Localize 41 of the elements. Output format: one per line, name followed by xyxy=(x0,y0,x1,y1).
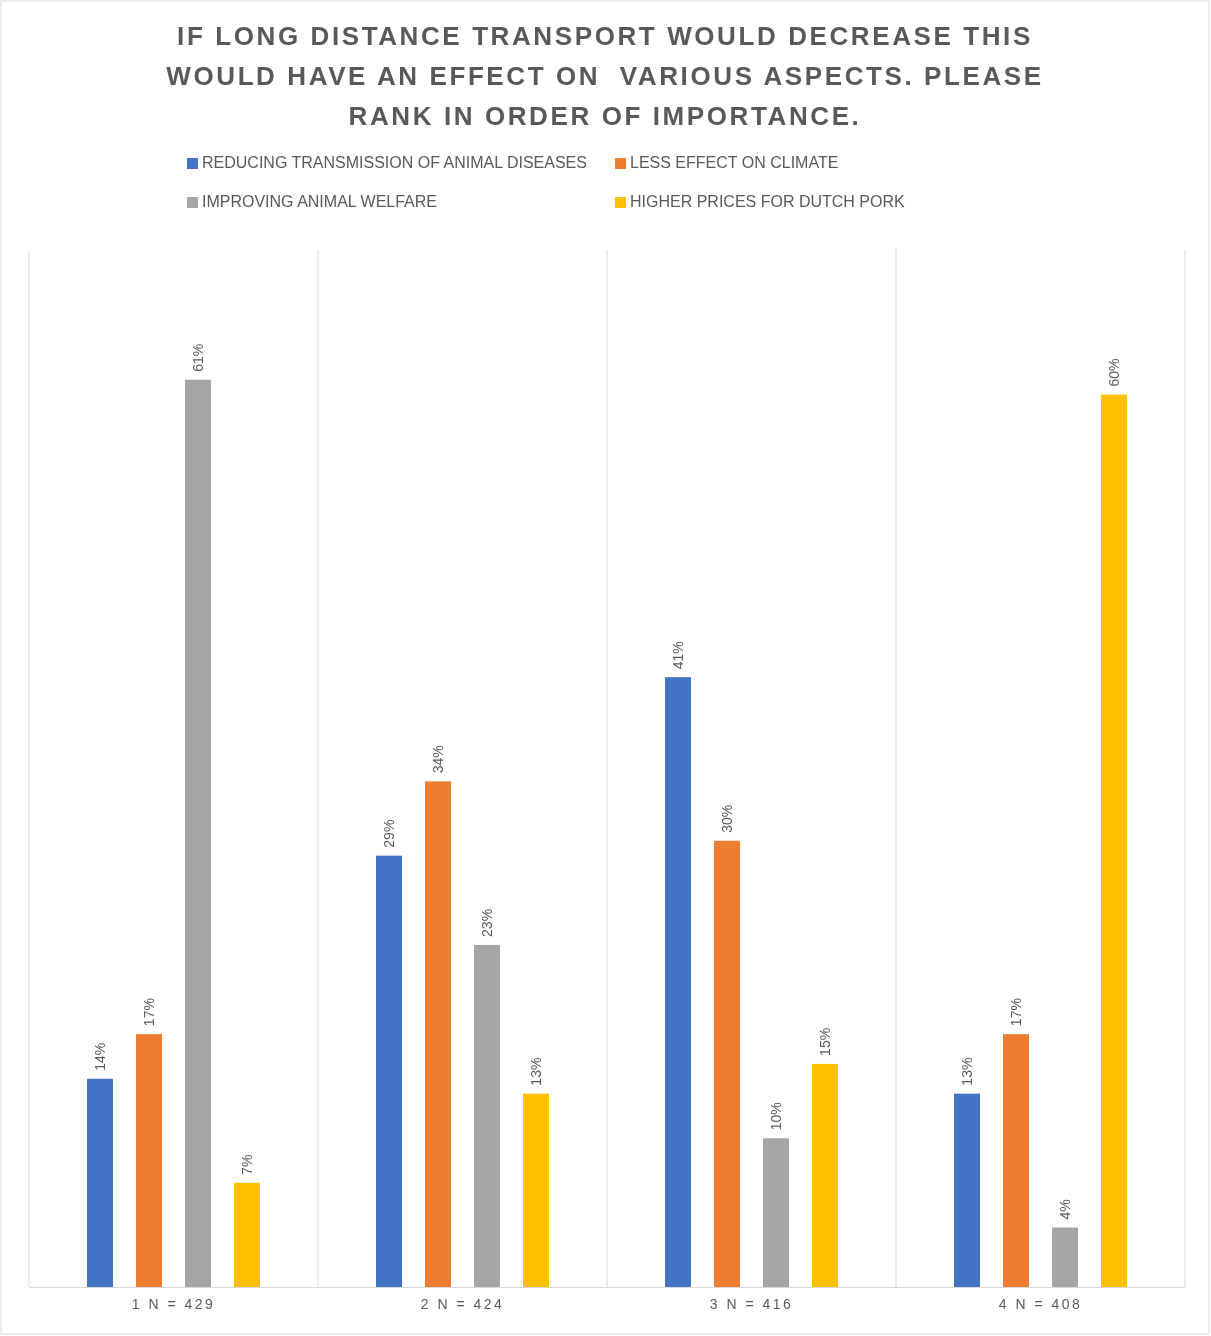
bar xyxy=(234,1182,260,1287)
bar xyxy=(425,781,451,1287)
data-label: 15% xyxy=(817,1027,833,1056)
bar xyxy=(763,1138,789,1287)
bar xyxy=(1003,1034,1029,1287)
data-label: 29% xyxy=(381,819,397,848)
bar xyxy=(954,1093,980,1287)
bar xyxy=(87,1078,113,1287)
data-label: 10% xyxy=(768,1102,784,1131)
data-label: 7% xyxy=(239,1154,255,1175)
chart-title: IF LONG DISTANCE TRANSPORT WOULD DECREASE THIS WOULD HAVE AN EFFECT ON VARIOUS ASPECTS. PLEASE RANK IN ORDER OF IMPORTANCE. xyxy=(166,21,1044,131)
data-label: 23% xyxy=(479,908,495,937)
x-tick-label: 4 N = 408 xyxy=(998,1295,1083,1312)
data-label: 60% xyxy=(1106,358,1122,387)
data-label: 61% xyxy=(190,343,206,372)
data-label: 13% xyxy=(528,1057,544,1086)
bar xyxy=(136,1034,162,1287)
data-label: 17% xyxy=(141,998,157,1027)
bar xyxy=(523,1093,549,1287)
legend-label: REDUCING TRANSMISSION OF ANIMAL DISEASES xyxy=(202,154,587,171)
bar xyxy=(1101,394,1127,1287)
data-label: 17% xyxy=(1008,998,1024,1027)
legend-label: HIGHER PRICES FOR DUTCH PORK xyxy=(630,193,906,210)
data-label: 13% xyxy=(959,1057,975,1086)
legend-label: LESS EFFECT ON CLIMATE xyxy=(630,154,839,171)
bar xyxy=(812,1063,838,1287)
data-label: 14% xyxy=(92,1042,108,1071)
x-tick-label: 2 N = 424 xyxy=(420,1295,505,1312)
bar xyxy=(1052,1227,1078,1287)
data-label: 30% xyxy=(719,804,735,833)
bar xyxy=(376,855,402,1287)
data-label: 41% xyxy=(670,641,686,670)
bar xyxy=(474,944,500,1287)
bar xyxy=(665,677,691,1287)
data-label: 4% xyxy=(1057,1199,1073,1220)
bar xyxy=(185,379,211,1287)
x-tick-label: 3 N = 416 xyxy=(709,1295,794,1312)
bar xyxy=(714,840,740,1287)
legend-label: IMPROVING ANIMAL WELFARE xyxy=(202,193,438,210)
data-label: 34% xyxy=(430,745,446,774)
x-tick-label: 1 N = 429 xyxy=(131,1295,216,1312)
